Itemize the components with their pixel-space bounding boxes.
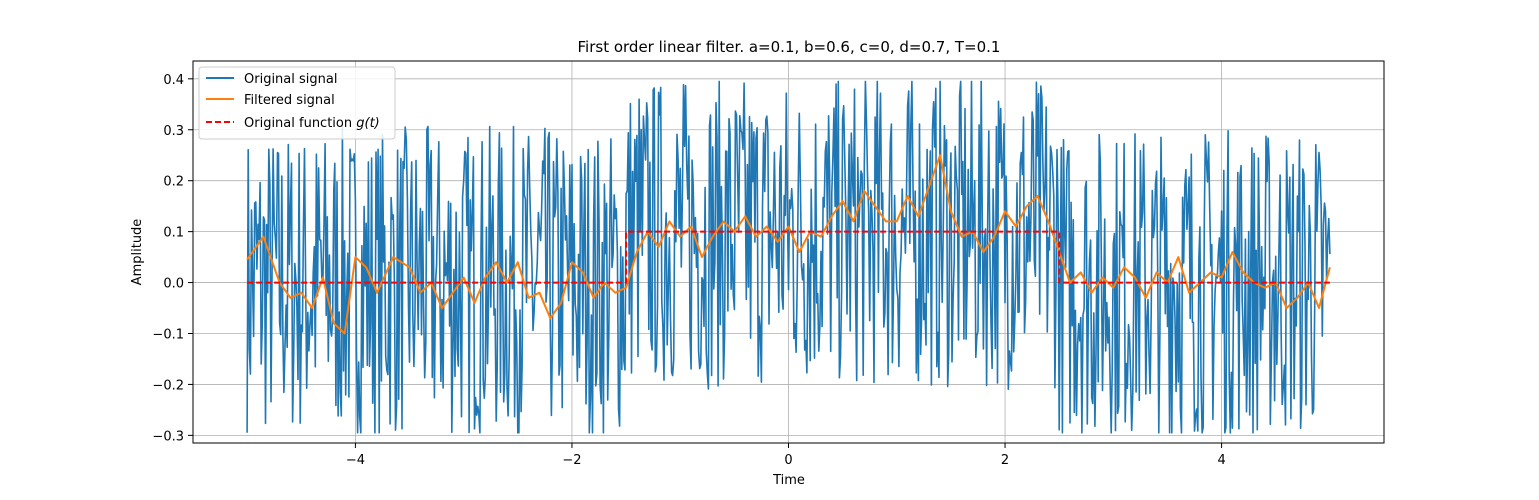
chart-title: First order linear filter. a=0.1, b=0.6,… (578, 38, 1001, 56)
y-tick-label: −0.3 (152, 429, 184, 444)
x-tick-label: 4 (1217, 453, 1225, 468)
x-tick-label: −2 (562, 453, 581, 468)
y-tick-label: −0.2 (152, 378, 184, 393)
y-tick-label: 0.0 (163, 277, 184, 292)
y-axis-label: Amplitude (130, 219, 145, 286)
x-tick-label: 0 (784, 453, 792, 468)
ticks: −4 −2 0 2 4 −0.3 −0.2 −0.1 0.0 0.1 0.2 0.3 0.4 (152, 73, 1225, 468)
series-original-function (247, 230, 1330, 284)
legend-label-original-signal: Original signal (244, 72, 337, 87)
legend-label-original-function: Original function g(t) (244, 116, 380, 131)
series-original-signal (246, 80, 1331, 434)
series-layer (246, 80, 1331, 434)
y-tick-label: −0.1 (152, 327, 184, 342)
x-tick-label: −4 (346, 453, 365, 468)
series-filtered-signal (246, 154, 1331, 335)
legend-box (198, 66, 396, 140)
legend: Original signal Filtered signal Original… (198, 66, 396, 140)
y-tick-label: 0.2 (163, 175, 184, 190)
y-tick-label: 0.1 (163, 226, 184, 241)
x-axis-label: Time (772, 473, 805, 488)
y-tick-label: 0.3 (163, 124, 184, 139)
y-tick-label: 0.4 (163, 73, 184, 88)
legend-label-filtered-signal: Filtered signal (244, 93, 335, 108)
x-tick-label: 2 (1001, 453, 1009, 468)
